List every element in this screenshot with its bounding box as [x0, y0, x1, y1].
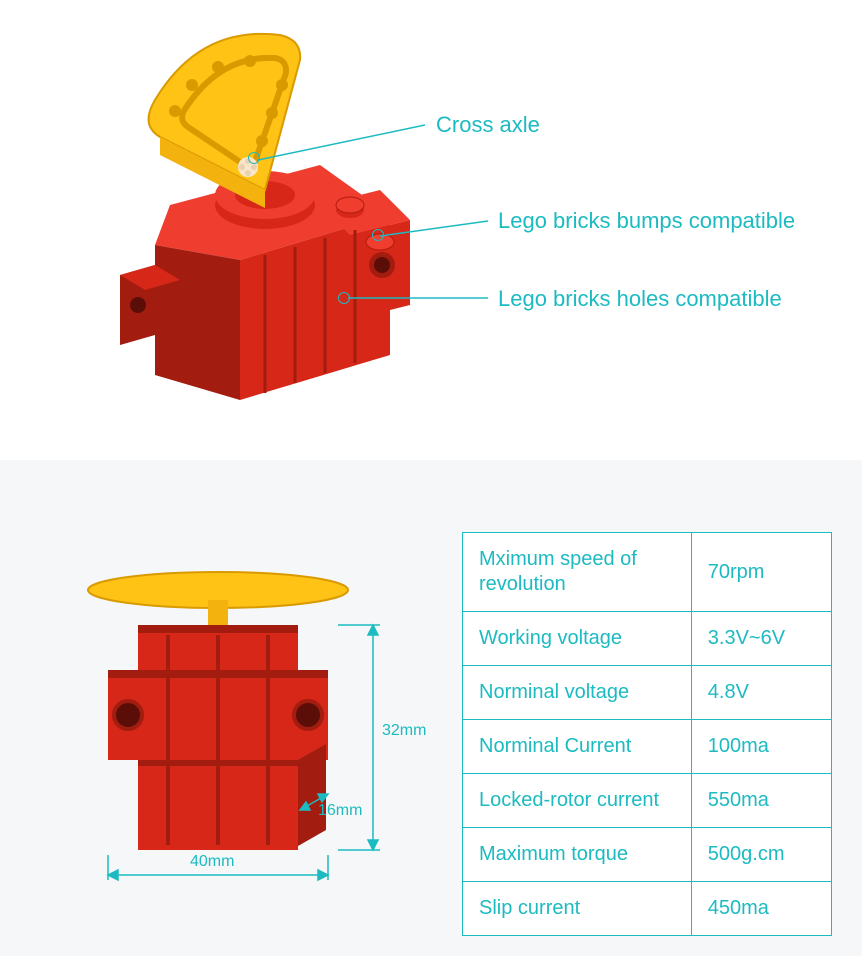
table-row: Norminal Current100ma: [463, 720, 832, 774]
bottom-panel: 40mm 32mm 16mm Mximum speed of revolutio…: [0, 460, 862, 956]
spec-value: 3.3V~6V: [691, 612, 831, 666]
spec-name: Maximum torque: [463, 828, 692, 882]
spec-value: 550ma: [691, 774, 831, 828]
spec-name: Norminal voltage: [463, 666, 692, 720]
dim-width: 40mm: [190, 853, 234, 871]
spec-value: 450ma: [691, 882, 831, 936]
callout-cross-axle: Cross axle: [436, 112, 540, 138]
spec-value: 4.8V: [691, 666, 831, 720]
dim-depth: 16mm: [318, 802, 362, 820]
table-row: Mximum speed of revolution70rpm: [463, 533, 832, 612]
spec-name: Mximum speed of revolution: [463, 533, 692, 612]
dim-height: 32mm: [382, 722, 426, 740]
spec-table: Mximum speed of revolution70rpm Working …: [462, 532, 832, 936]
spec-name: Norminal Current: [463, 720, 692, 774]
callout-dot-bumps: [372, 229, 384, 241]
spec-value: 70rpm: [691, 533, 831, 612]
table-row: Maximum torque500g.cm: [463, 828, 832, 882]
table-row: Slip current450ma: [463, 882, 832, 936]
product-front-illustration: [68, 520, 428, 930]
top-panel: Cross axle Lego bricks bumps compatible …: [0, 0, 862, 460]
table-row: Locked-rotor current550ma: [463, 774, 832, 828]
spec-name: Working voltage: [463, 612, 692, 666]
callout-holes: Lego bricks holes compatible: [498, 286, 782, 312]
table-row: Working voltage3.3V~6V: [463, 612, 832, 666]
spec-name: Locked-rotor current: [463, 774, 692, 828]
spec-value: 500g.cm: [691, 828, 831, 882]
spec-table-body: Mximum speed of revolution70rpm Working …: [463, 533, 832, 936]
table-row: Norminal voltage4.8V: [463, 666, 832, 720]
spec-value: 100ma: [691, 720, 831, 774]
callout-dot-cross-axle: [248, 152, 260, 164]
callout-bumps: Lego bricks bumps compatible: [498, 208, 795, 234]
spec-name: Slip current: [463, 882, 692, 936]
callout-dot-holes: [338, 292, 350, 304]
